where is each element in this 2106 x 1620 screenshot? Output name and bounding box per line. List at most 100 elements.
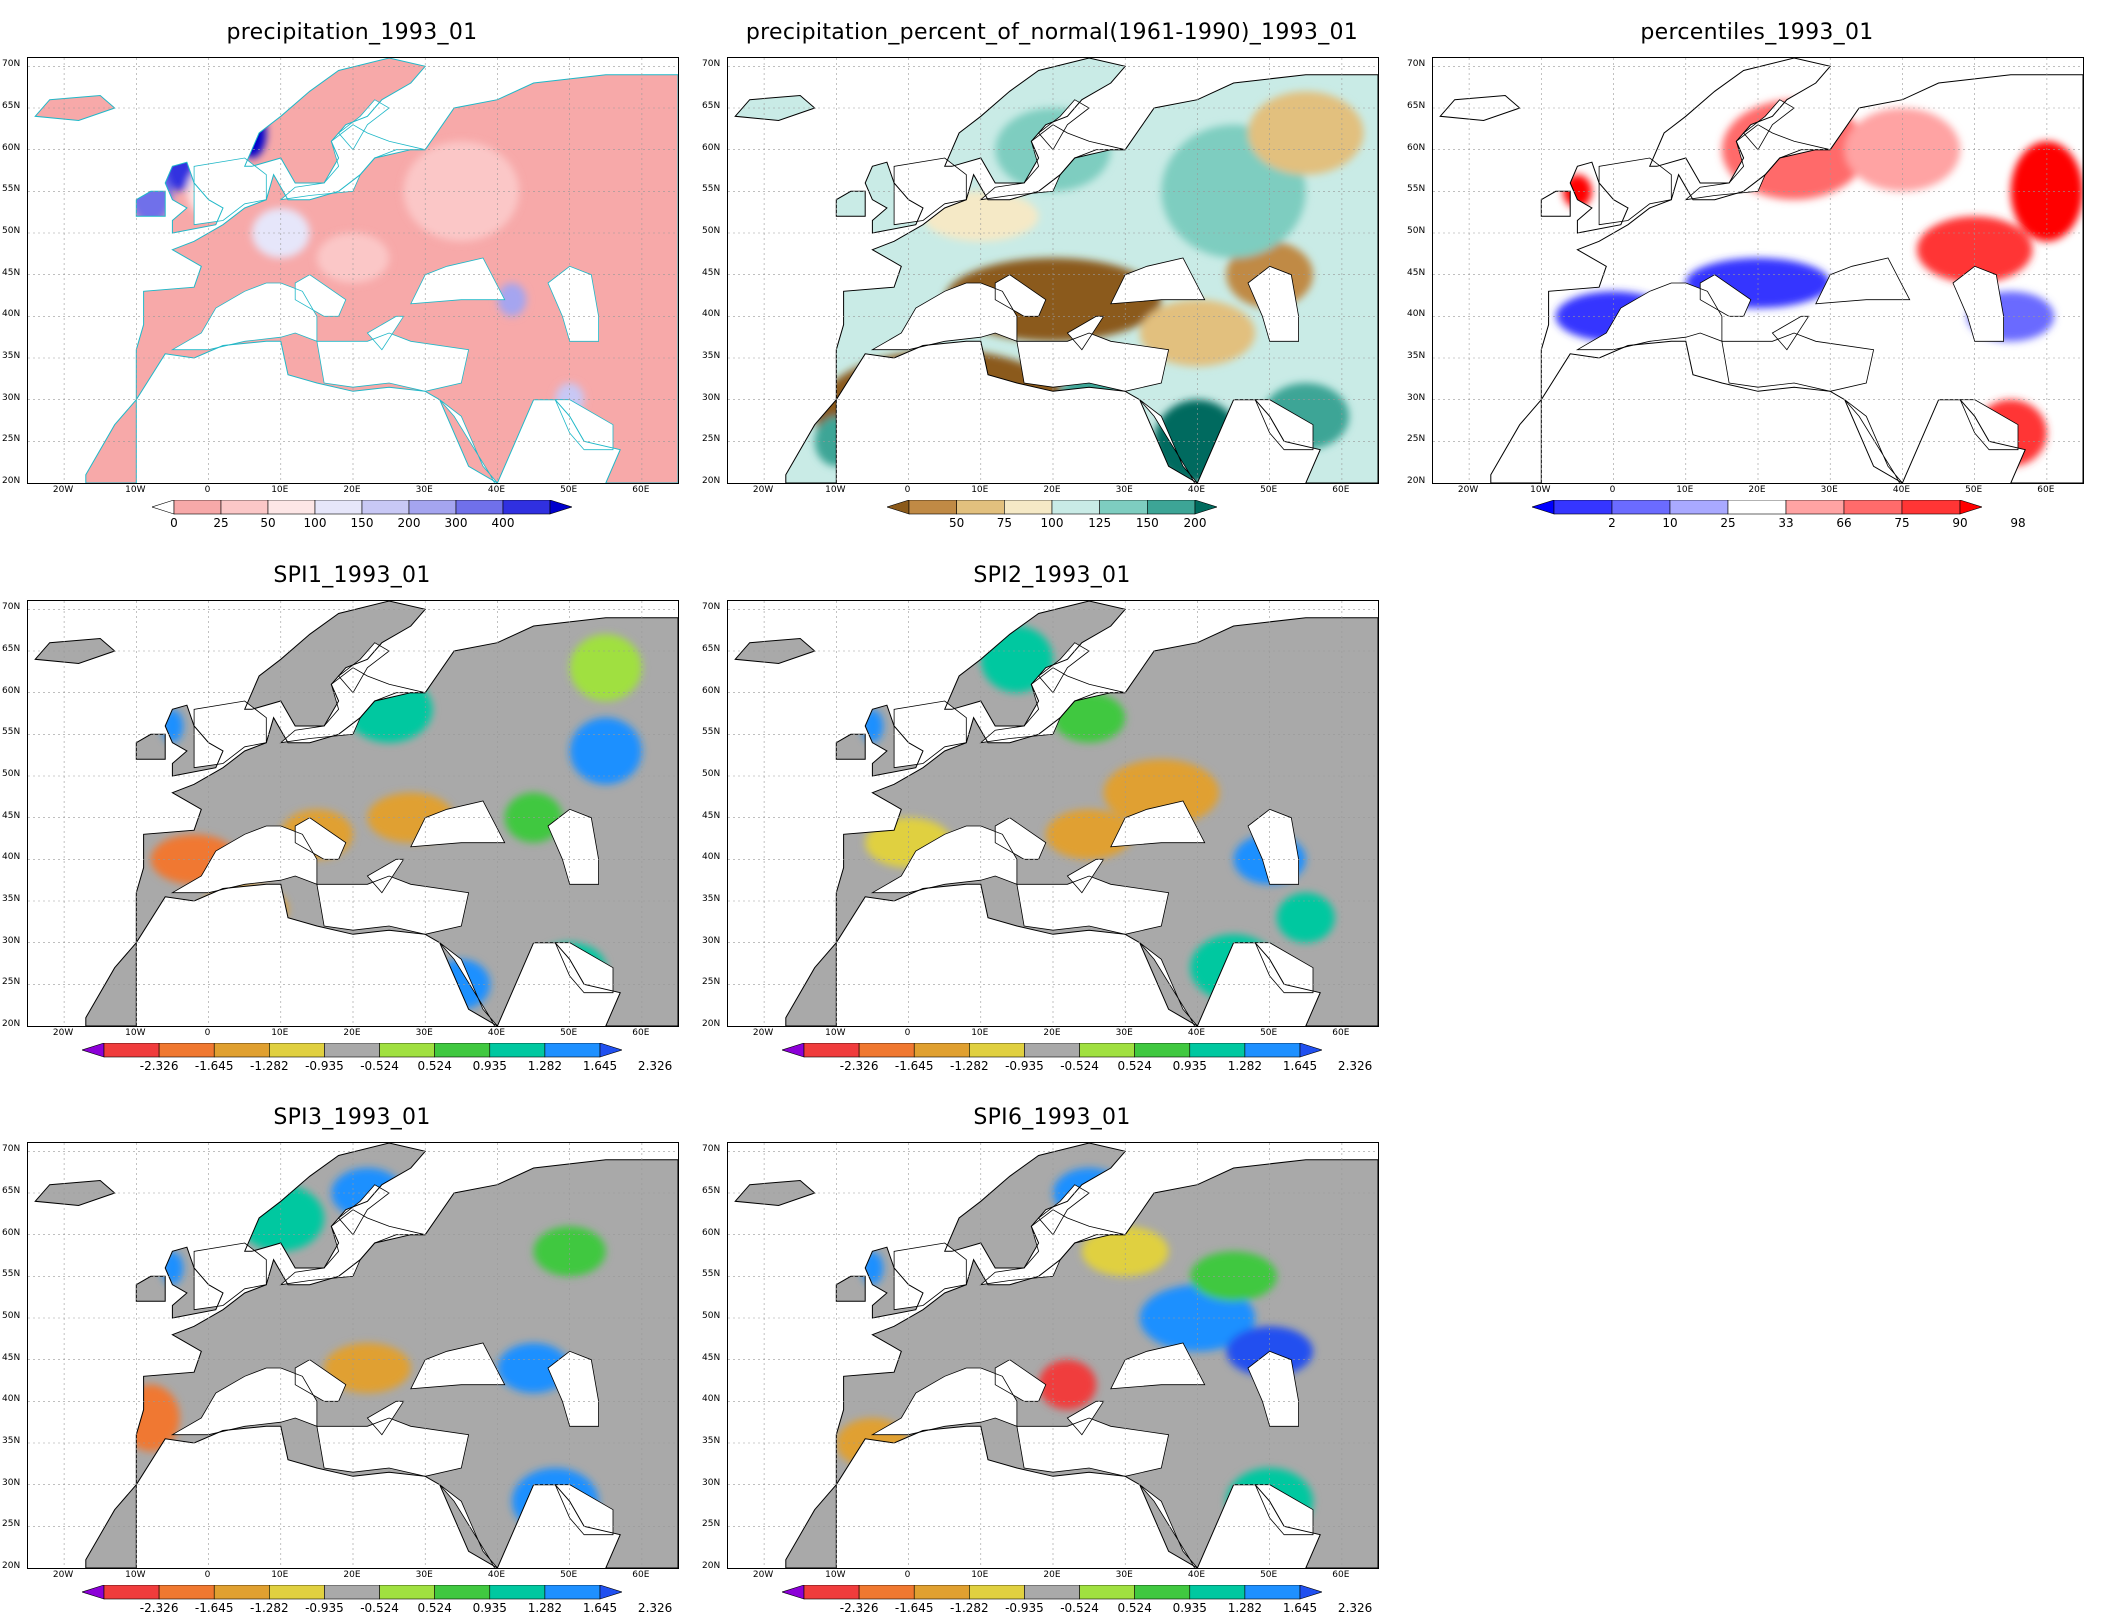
sea-area	[316, 1418, 469, 1477]
colorbar-tick-label: 98	[2010, 516, 2026, 530]
colorbar-swatch	[489, 1584, 546, 1600]
colorbar-swatch	[1189, 1042, 1246, 1058]
pct-title: percentiles_1993_01	[1640, 20, 1874, 45]
colorbar-tick-label: -0.935	[305, 1059, 344, 1073]
colorbar-swatch	[1553, 499, 1613, 515]
lon-tick-label: 0	[904, 485, 911, 495]
coastline	[1038, 642, 1090, 694]
colorbar-swatch	[379, 1042, 435, 1058]
coastline	[785, 1159, 1378, 1568]
sea-area	[1110, 801, 1205, 847]
lat-tick-label: 55N	[702, 1269, 721, 1280]
lat-tick-label: 55N	[2, 184, 21, 195]
sea-area	[1110, 1343, 1205, 1389]
spi1-map-svg	[28, 601, 678, 1026]
colorbar-tick-label: -1.282	[249, 1601, 289, 1615]
colorbar-swatch	[502, 499, 551, 515]
precip-title: precipitation_1993_01	[226, 20, 478, 45]
precip-anomaly-region	[403, 141, 520, 242]
lon-tick-label: 10W	[125, 1028, 146, 1038]
sea-area	[194, 158, 267, 225]
colorbar-tick-label: -0.524	[360, 1059, 399, 1073]
lat-tick-label: 60N	[702, 142, 721, 153]
lat-tick-label: 55N	[702, 727, 721, 738]
coastline	[164, 161, 224, 234]
lat-tick-label: 40N	[2, 1394, 21, 1405]
lat-tick-label: 30N	[1407, 392, 1426, 403]
coastline	[1139, 399, 1198, 483]
pct-anomaly-region	[1750, 416, 1838, 483]
colorbar-arrow-high	[1959, 499, 1983, 515]
coastline	[316, 875, 470, 935]
colorbar-tick-label: -2.326	[139, 1059, 179, 1073]
lat-tick-label: 50N	[702, 226, 721, 236]
precip-colorbar: 0 25 50 100 150 200 300 400	[151, 499, 573, 534]
spi6-title: SPI6_1993_01	[973, 1105, 1131, 1130]
colorbar-tick-label: 0	[170, 516, 178, 530]
coastline	[1016, 332, 1170, 392]
spi3-colorbar: -2.326 -1.645 -1.282 -0.935 -0.524 0.524 0.935…	[81, 1584, 672, 1619]
panel-spi1: SPI1_1993_01 70N 65N 60N 55N 50N 45N 40N 35N 30N 2…	[0, 563, 690, 1083]
lat-tick-label: 30N	[2, 935, 21, 946]
coastline	[34, 637, 116, 665]
colorbar-swatch	[324, 1042, 380, 1058]
lon-tick-label: 20W	[752, 1028, 774, 1038]
coastline	[1247, 1350, 1299, 1427]
colorbar-swatch	[1134, 1042, 1191, 1058]
sea-area	[316, 876, 469, 935]
coastline	[164, 1246, 224, 1319]
colorbar-swatch	[544, 1584, 601, 1600]
lat-tick-label: 65N	[702, 644, 721, 654]
spi2-anomaly-region	[1276, 892, 1335, 943]
coastline	[1952, 265, 2004, 342]
colorbar-tick-label: 75	[1894, 516, 1910, 530]
colorbar-tick-label: 0.935	[1172, 1059, 1207, 1073]
sea-area	[1248, 266, 1299, 342]
lon-tick-label: 30E	[415, 485, 433, 495]
coastline	[870, 825, 1018, 894]
colorbar-tick-label: 200	[1183, 516, 1207, 530]
coastline	[279, 1209, 426, 1286]
colorbar-tick-label: 1.282	[1227, 1601, 1263, 1615]
colorbar-tick-label: -2.326	[139, 1601, 179, 1615]
lat-tick-label: 45N	[2, 810, 21, 821]
sea-area	[1255, 399, 1313, 450]
colorbar-tick-label: 125	[1088, 516, 1112, 530]
lat-tick-label: 45N	[702, 1352, 721, 1363]
coastline	[785, 617, 1378, 1026]
spi3-map-svg	[28, 1143, 678, 1568]
coastline	[439, 942, 498, 1026]
lat-tick-label: 45N	[2, 267, 21, 278]
pct-map-svg	[1433, 58, 2083, 483]
colorbar-tick-label: -0.524	[360, 1601, 399, 1615]
colorbar-tick-label: 1.645	[1282, 1601, 1318, 1615]
lat-tick-label: 30N	[702, 392, 721, 403]
precip-map	[27, 57, 679, 484]
lat-tick-label: 60N	[2, 142, 21, 153]
lat-tick-label: 55N	[1407, 184, 1426, 195]
sea-area	[295, 274, 346, 317]
colorbar-swatch	[913, 1042, 970, 1058]
lat-tick-label: 65N	[702, 1186, 721, 1196]
sea-area	[1067, 316, 1104, 350]
sea-area	[280, 1209, 426, 1285]
lat-tick-label: 20N	[1407, 476, 1426, 486]
colorbar-swatch	[103, 1584, 160, 1600]
colorbar-swatch	[1843, 499, 1903, 515]
coastline	[864, 161, 924, 234]
colorbar-swatch	[803, 1584, 860, 1600]
colorbar-arrow-low	[781, 1042, 805, 1058]
colorbar-tick-label: -1.645	[894, 1059, 934, 1073]
coastline	[1439, 94, 1521, 122]
coastline	[1490, 74, 2083, 483]
lat-tick-label: 20N	[702, 1019, 721, 1029]
lon-tick-label: 10E	[971, 1570, 989, 1580]
panel-spi3: SPI3_1993_01 70N 65N 60N 55N 50N 45N 40N 35N 30N 2…	[0, 1105, 690, 1620]
sea-area	[410, 801, 505, 847]
lon-tick-label: 10E	[971, 1028, 989, 1038]
lon-tick-label: 20W	[52, 1028, 74, 1038]
sea-area	[894, 701, 967, 768]
sea-area	[1016, 333, 1169, 392]
coastline	[1684, 124, 1831, 201]
lon-tick-label: 30E	[415, 1028, 433, 1038]
